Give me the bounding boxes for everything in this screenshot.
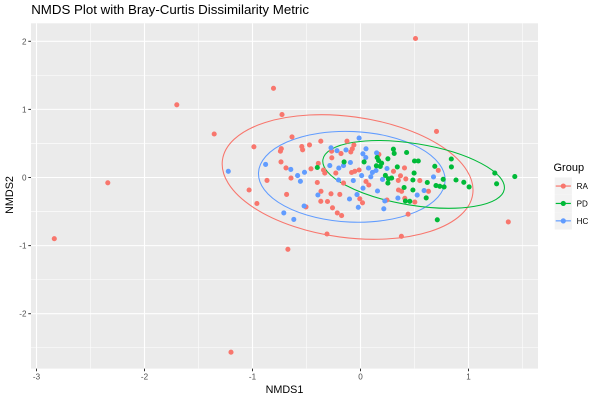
svg-text:-1: -1 <box>19 242 27 251</box>
svg-text:0: 0 <box>22 173 27 182</box>
svg-text:0: 0 <box>358 373 363 382</box>
svg-text:-2: -2 <box>141 373 149 382</box>
svg-text:2: 2 <box>22 37 27 46</box>
svg-text:-1: -1 <box>249 373 257 382</box>
svg-text:1: 1 <box>466 373 471 382</box>
svg-text:NMDS1: NMDS1 <box>266 384 304 396</box>
svg-text:RA: RA <box>577 182 589 191</box>
svg-text:NMDS Plot with Bray-Curtis Dis: NMDS Plot with Bray-Curtis Dissimilarity… <box>31 2 309 17</box>
svg-text:PD: PD <box>577 199 588 208</box>
svg-text:-3: -3 <box>33 373 41 382</box>
svg-text:Group: Group <box>554 162 585 174</box>
svg-text:-2: -2 <box>19 310 27 319</box>
svg-text:HC: HC <box>577 217 589 226</box>
svg-text:NMDS2: NMDS2 <box>4 176 16 214</box>
svg-text:1: 1 <box>22 105 27 114</box>
